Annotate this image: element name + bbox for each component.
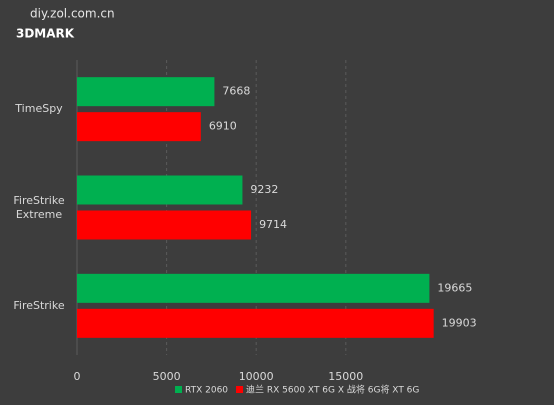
- x-tick-label: 5000: [153, 370, 181, 383]
- value-label: 9714: [259, 218, 287, 231]
- y-tick-label: FireStrike: [13, 298, 65, 312]
- legend-label: 迪兰 RX 5600 XT 6G X 战将 6G将 XT 6G: [246, 384, 419, 396]
- bar: [77, 175, 243, 205]
- legend-swatch: [175, 386, 182, 393]
- y-tick-label: FireStrike Extreme: [13, 193, 65, 221]
- x-tick-label: 0: [74, 370, 81, 383]
- bar: [77, 112, 201, 142]
- value-label: 19665: [437, 281, 472, 294]
- bar: [77, 210, 252, 240]
- value-label: 19903: [442, 316, 477, 329]
- legend-swatch: [236, 386, 244, 393]
- value-label: 7668: [222, 85, 250, 98]
- bar: [77, 273, 430, 303]
- value-label: 9232: [250, 183, 278, 196]
- bar: [77, 77, 215, 107]
- legend-label: RTX 2060: [185, 386, 228, 396]
- chart-title: 3DMARK: [16, 27, 75, 41]
- y-tick-label: TimeSpy: [15, 102, 63, 116]
- x-tick-label: 15000: [328, 370, 363, 383]
- bar: [77, 308, 434, 338]
- value-label: 6910: [209, 120, 237, 133]
- x-tick-label: 10000: [239, 370, 274, 383]
- watermark: diy.zol.com.cn: [30, 7, 115, 21]
